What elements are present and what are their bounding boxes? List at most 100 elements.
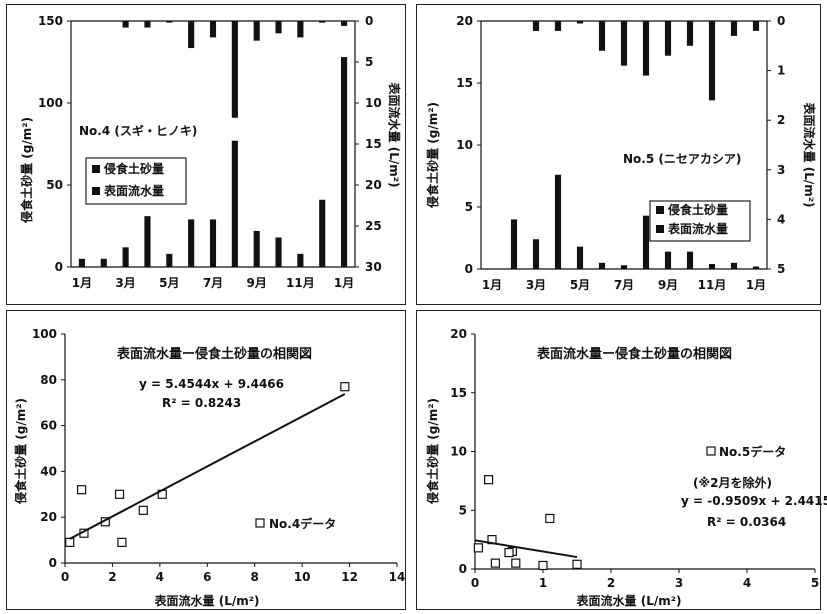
x-tick-label: 0 [471,576,479,590]
bar-sediment [209,219,217,267]
bar-runoff [166,21,173,23]
y-axis-label: 侵食土砂量 (g/m²) [13,398,28,505]
chart-panel-no4-correlation: 100 80 60 40 20 0 14 12 10 8 6 4 2 0 表面流水量ー侵食土砂量の相関図 … [6,310,406,610]
bar-runoff [341,21,348,26]
data-point [504,547,514,558]
bar-sediment [275,237,282,267]
bar-sediment [78,258,85,267]
bar-runoff [576,21,584,24]
trendline [474,539,578,559]
y-tick-label-right: 30 [365,260,382,274]
y-axis-label-left: 侵食土砂量 (g/m²) [425,102,440,209]
x-tick-label: 2 [607,576,615,590]
legend-box [649,200,751,242]
y-tick-label-right: 1 [777,64,785,78]
y-tick-label-right: 0 [365,14,373,28]
r-squared: R² = 0.0364 [707,515,786,529]
y-tick-label-right: 0 [777,14,785,28]
legend-label: No.5データ [719,444,786,459]
bar-sediment [122,247,129,267]
annotation-text: No.5 (ニセアカシア) [623,152,741,166]
x-tick-label: 1月 [746,278,766,292]
bar-runoff [752,21,760,31]
y-tick-label: 20 [450,327,467,341]
y-tick-label-left: 0 [55,260,63,274]
bar-sediment [642,215,650,269]
bar-sediment [510,219,518,269]
annotation-text: No.4 (スギ・ヒノキ) [79,123,197,138]
legend-swatch-runoff [92,187,100,195]
bar-runoff [188,21,195,49]
x-tick-label: 4 [743,576,751,590]
bar-runoff [620,21,628,66]
bar-sediment [231,140,238,267]
legend-label: No.4データ [269,516,336,531]
y-tick-label: 80 [40,373,57,387]
bar-runoff [598,21,606,51]
legend: 侵食土砂量 表面流水量 [85,157,187,205]
legend-marker [706,446,716,456]
legend: 侵食土砂量 表面流水量 [649,200,751,242]
y-tick-label-left: 5 [465,200,473,214]
bar-sediment [664,251,672,269]
y-axis-label-left: 侵食土砂量 (g/m²) [19,117,34,224]
x-tick-label: 9月 [247,276,267,290]
bar-sediment [341,57,348,267]
chart-panel-no5-correlation: 20 15 10 5 0 5 4 3 2 1 0 表面流水量ー侵食土砂量の相関図 No.5データ (… [416,310,827,610]
y-tick-label: 60 [40,419,57,433]
bar-sediment [576,246,584,269]
y-tick-label-left: 20 [456,14,473,28]
bar-sediment [686,251,694,269]
y-tick-label-left: 0 [465,262,473,276]
bar-runoff [122,21,129,28]
y-axis-label-right: 表面流水量 (L/m²) [802,102,817,208]
bar-sediment [620,265,628,269]
x-tick-label: 6 [203,570,211,584]
data-point [65,537,75,547]
bar-sediment [708,264,716,269]
y-tick-label: 5 [459,503,467,517]
bar-sediment [730,262,738,269]
y-tick-label: 0 [49,556,57,570]
x-tick-label: 3月 [526,278,546,292]
bar-runoff [554,21,562,31]
data-point [483,475,494,485]
x-tick-label: 10 [294,570,311,584]
bar-runoff [297,21,304,38]
legend-label-runoff: 表面流水量 [667,221,728,236]
y-tick-label-right: 20 [365,178,382,192]
y-tick-label-right: 5 [365,55,373,69]
bar-runoff [730,21,738,36]
bar-runoff [144,21,151,28]
bar-runoff [275,21,282,34]
bar-sediment [297,253,304,267]
y-tick-label: 15 [450,386,467,400]
x-tick-label: 7月 [203,276,223,290]
legend-label-sediment: 侵食土砂量 [103,161,164,176]
y-axis-label-right: 表面流水量 (L/m²) [387,82,402,188]
note-text: (※2月を除外) [693,475,772,490]
legend-label-runoff: 表面流水量 [103,183,164,198]
r-squared: R² = 0.8243 [162,396,241,410]
y-tick-label-left: 150 [38,14,63,28]
bar-sediment [532,239,540,269]
legend-swatch-sediment [92,165,100,173]
x-tick-label: 5 [811,576,819,590]
y-tick-label: 40 [40,464,57,478]
bar-runoff [686,21,694,46]
bar-runoff [319,21,326,23]
x-tick-label: 1 [539,576,547,590]
data-point [138,505,148,515]
bar-sediment [554,174,562,269]
data-point [473,543,484,553]
x-tick-label: 1月 [334,276,354,290]
legend-marker [255,518,265,528]
x-tick-label: 11月 [286,276,315,290]
bar-runoff [231,21,238,118]
chart-title: 表面流水量ー侵食土砂量の相関図 [116,346,312,362]
bar-sediment [144,216,151,267]
data-point [572,559,582,569]
